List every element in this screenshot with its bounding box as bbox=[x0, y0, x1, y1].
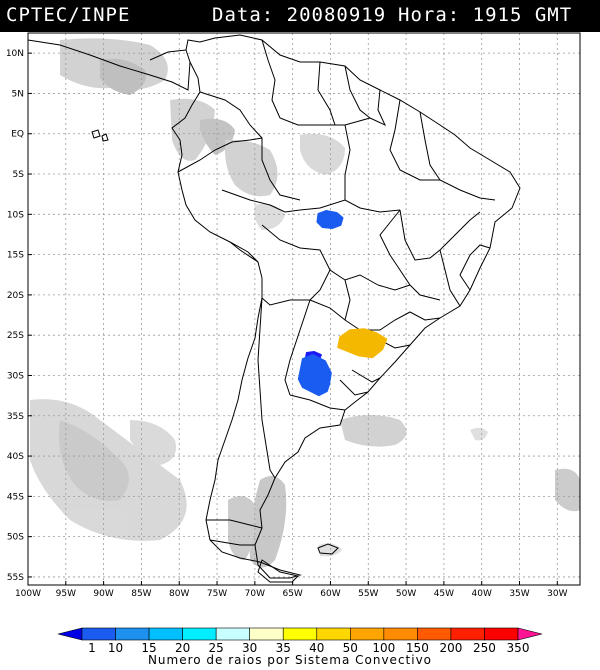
legend-label: 100 bbox=[372, 641, 395, 655]
legend-swatch bbox=[81, 627, 116, 641]
lon-tick-label: 75W bbox=[207, 589, 227, 599]
system-paraguay bbox=[337, 328, 388, 359]
lat-tick-label: 15S bbox=[7, 251, 24, 261]
lat-tick-label: 40S bbox=[7, 452, 24, 462]
legend-label: 20 bbox=[175, 641, 190, 655]
lon-tick-label: 80W bbox=[169, 589, 189, 599]
legend-swatch bbox=[282, 627, 318, 641]
country-borders bbox=[27, 34, 521, 583]
legend-color-bar bbox=[57, 627, 543, 641]
lat-tick-label: 5N bbox=[12, 89, 24, 99]
legend-swatch bbox=[115, 627, 150, 641]
lat-tick-label: EQ bbox=[11, 130, 24, 140]
longitude-labels: 100W 95W 90W 85W 80W 75W 70W 65W 60W 55W 50W 45W 40W… bbox=[15, 581, 568, 599]
legend-label: 250 bbox=[473, 641, 496, 655]
lon-tick-label: 40W bbox=[472, 589, 492, 599]
graticule bbox=[27, 33, 580, 585]
lon-tick-label: 70W bbox=[245, 589, 265, 599]
legend-label: 1 bbox=[88, 641, 96, 655]
system-central-brazil bbox=[316, 209, 344, 229]
legend-label: 350 bbox=[507, 641, 530, 655]
legend-label: 15 bbox=[141, 641, 156, 655]
legend-swatch bbox=[450, 627, 485, 641]
lat-tick-label: 10N bbox=[6, 49, 24, 59]
legend-swatch bbox=[417, 627, 452, 641]
legend: 1 10 15 20 25 30 35 40 50 100 150 200 250 350 Numero … bbox=[57, 627, 543, 667]
legend-swatch bbox=[517, 627, 543, 641]
map: 10N5NEQ5S10S15S20S25S30S35S40S45S50S55S … bbox=[6, 32, 581, 599]
lon-tick-label: 45W bbox=[434, 589, 454, 599]
lat-tick-label: 5S bbox=[13, 170, 25, 180]
legend-swatch bbox=[484, 627, 519, 641]
legend-swatch bbox=[148, 627, 183, 641]
lat-tick-label: 20S bbox=[7, 291, 24, 301]
lat-tick-label: 10S bbox=[7, 210, 24, 220]
legend-label: 40 bbox=[309, 641, 324, 655]
lon-tick-label: 35W bbox=[509, 589, 529, 599]
lat-tick-label: 25S bbox=[7, 331, 24, 341]
lat-tick-label: 35S bbox=[7, 412, 24, 422]
legend-labels: 1 10 15 20 25 30 35 40 50 100 150 200 250 350 bbox=[88, 641, 529, 655]
legend-swatch bbox=[57, 627, 83, 641]
lon-tick-label: 30W bbox=[547, 589, 567, 599]
lon-tick-label: 60W bbox=[320, 589, 340, 599]
lat-tick-label: 30S bbox=[7, 371, 24, 381]
time-label: Hora: 1915 GMT bbox=[398, 4, 573, 26]
system-argentina-large bbox=[297, 354, 332, 397]
lat-tick-label: 55S bbox=[7, 573, 24, 583]
lon-tick-label: 50W bbox=[396, 589, 416, 599]
legend-swatch bbox=[350, 627, 385, 641]
header-bar: CPTEC/INPE Data: 20080919 Hora: 1915 GMT bbox=[0, 0, 600, 32]
date-label: Data: 20080919 bbox=[212, 4, 387, 26]
source-label: CPTEC/INPE bbox=[6, 4, 131, 26]
legend-swatch bbox=[249, 627, 284, 641]
lon-tick-label: 65W bbox=[282, 589, 302, 599]
legend-label: 25 bbox=[209, 641, 224, 655]
legend-label: 200 bbox=[439, 641, 462, 655]
legend-label: 50 bbox=[343, 641, 358, 655]
lat-tick-label: 50S bbox=[7, 533, 24, 543]
lon-tick-label: 100W bbox=[15, 589, 41, 599]
legend-title: Numero de raios por Sistema Convectivo bbox=[148, 653, 432, 667]
legend-swatch bbox=[182, 627, 217, 641]
legend-swatch bbox=[316, 627, 351, 641]
lon-tick-label: 90W bbox=[93, 589, 113, 599]
lon-tick-label: 95W bbox=[56, 589, 76, 599]
legend-label: 10 bbox=[108, 641, 123, 655]
convective-systems bbox=[297, 209, 388, 397]
legend-swatch bbox=[215, 627, 250, 641]
legend-label: 150 bbox=[406, 641, 429, 655]
lon-tick-label: 85W bbox=[131, 589, 151, 599]
latitude-labels: 10N 5N EQ 5S 10S 15S 20S 25S 30S 35S 40S 45S 50S 55S bbox=[6, 49, 32, 583]
legend-label: 35 bbox=[276, 641, 291, 655]
map-frame-border bbox=[27, 32, 581, 586]
legend-label: 30 bbox=[242, 641, 257, 655]
lat-tick-label: 45S bbox=[7, 492, 24, 502]
legend-swatch bbox=[383, 627, 418, 641]
lon-tick-label: 55W bbox=[358, 589, 378, 599]
